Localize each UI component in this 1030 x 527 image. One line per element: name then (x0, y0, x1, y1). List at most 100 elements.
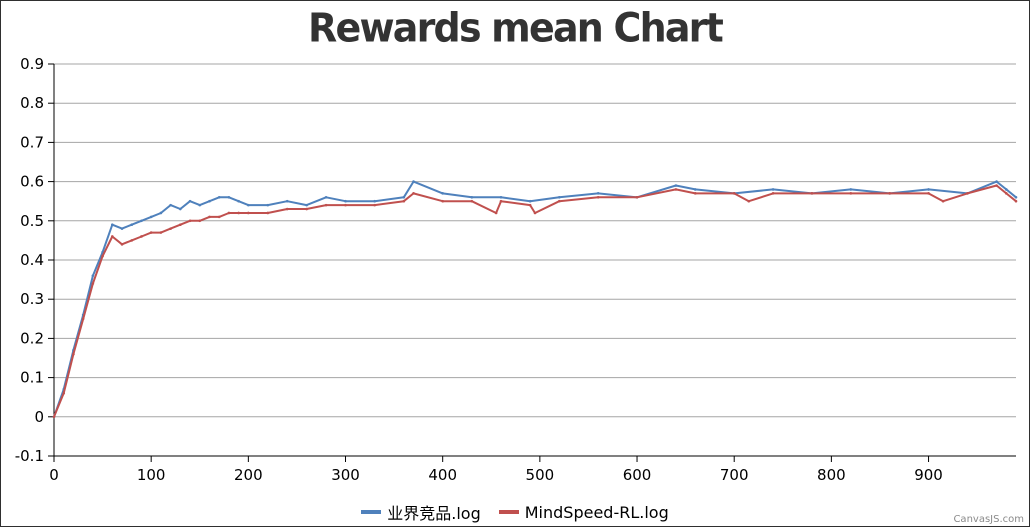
y-tick-label: 0.7 (20, 133, 44, 151)
series-2-point (52, 415, 56, 419)
y-tick-label: 0.8 (20, 94, 44, 112)
series-2-point (966, 192, 969, 195)
series-2-point (247, 211, 250, 215)
series-2-point (159, 231, 163, 234)
chart-title: Rewards mean Chart (308, 4, 724, 52)
y-tick-label: 0.5 (20, 212, 44, 230)
series-2-point (499, 199, 503, 203)
x-tick-label: 500 (526, 466, 555, 484)
series-1-point (771, 188, 775, 191)
series-1-point (111, 223, 114, 227)
x-axis-ticks: 0 100 200 300 400 500 600 700 800 900 (49, 456, 943, 484)
y-tick-label: 0.9 (20, 55, 44, 73)
y-tick-label: 0.6 (20, 173, 44, 191)
series-1-point (130, 223, 134, 227)
x-tick-label: 100 (137, 466, 166, 484)
series-2-point (810, 192, 814, 195)
series-line-1 (53, 180, 1017, 418)
series-1-point (1014, 195, 1018, 199)
series-1-point (849, 188, 853, 191)
x-tick-label: 0 (49, 466, 59, 484)
series-1-point (499, 195, 503, 199)
series-2-point (120, 243, 124, 246)
series-2-point (140, 235, 143, 238)
series-2-point (324, 203, 328, 207)
x-tick-label: 700 (720, 466, 749, 484)
chart-legend: 业界竞品.log MindSpeed-RL.log (0, 500, 1030, 524)
y-tick-label: 0.4 (20, 251, 44, 269)
series-2-point (72, 352, 75, 356)
legend-item-series-1[interactable]: 业界竞品.log (361, 500, 481, 524)
series-2-point (441, 199, 444, 203)
series-2-point (635, 195, 639, 199)
chart-gridlines (54, 63, 1016, 457)
series-2-point (494, 211, 498, 215)
chart-credit[interactable]: CanvasJS.com (953, 514, 1024, 525)
legend-label-series-2: MindSpeed-RL.log (524, 502, 669, 522)
series-2-point (470, 199, 474, 203)
y-tick-label: -0.1 (15, 447, 44, 465)
chart-axes (53, 64, 1016, 457)
series-1-point (557, 195, 561, 199)
series-1-point (995, 180, 998, 183)
series-2-point (849, 192, 853, 195)
series-2-point (169, 227, 172, 230)
series-2-point (149, 231, 153, 234)
series-2-point (528, 203, 532, 207)
series-1-point (198, 203, 202, 207)
series-1-point (120, 227, 124, 230)
series-2-point (596, 195, 600, 199)
series-2-point (81, 317, 85, 321)
series-1-point (247, 203, 250, 207)
series-1-point (674, 184, 678, 187)
series-1-point (179, 207, 182, 211)
legend-item-series-2[interactable]: MindSpeed-RL.log (498, 502, 669, 522)
legend-swatch-series-1 (361, 510, 382, 514)
series-2-point (402, 199, 406, 203)
series-1-point (441, 192, 444, 195)
series-1-point (927, 188, 930, 191)
x-tick-label: 200 (234, 466, 263, 484)
series-2-point (927, 192, 930, 195)
series-2-point (732, 192, 736, 195)
series-2-point (1014, 199, 1018, 203)
series-1-point (324, 195, 328, 199)
y-tick-label: 0.2 (20, 329, 44, 347)
series-1-point (217, 195, 221, 199)
x-tick-label: 300 (331, 466, 360, 484)
series-2-point (941, 199, 945, 203)
series-1-point (694, 188, 697, 191)
x-tick-label: 400 (428, 466, 457, 484)
series-2-point (179, 223, 182, 227)
series-2-point (188, 219, 192, 223)
series-2-point (285, 207, 289, 211)
series-1-point (159, 211, 163, 215)
series-1-point (188, 199, 192, 203)
series-1-point (149, 215, 153, 219)
y-tick-label: 0.3 (20, 290, 44, 308)
series-1-point (528, 199, 532, 203)
series-1-point (91, 274, 95, 277)
series-1-point (266, 203, 270, 207)
series-2-point (305, 207, 308, 211)
series-1-point (285, 199, 289, 203)
y-axis-ticks: -0.1 0 0.1 0.2 0.3 0.4 0.5 0.6 0.7 0.8 0.9 (15, 55, 54, 465)
series-1-point (227, 195, 231, 199)
series-1-point (237, 199, 240, 203)
series-1-point (140, 219, 143, 223)
series-2-point (198, 219, 202, 223)
series-2-point (771, 192, 775, 195)
series-2-point (217, 215, 221, 219)
series-2-point (227, 211, 231, 215)
series-2-point (111, 235, 114, 238)
series-1-point (412, 180, 415, 183)
x-tick-label: 800 (817, 466, 846, 484)
series-1-point (1004, 188, 1008, 191)
series-2-point (266, 211, 270, 215)
series-1-point (208, 199, 211, 203)
series-2-point (674, 188, 678, 191)
series-2-point (130, 239, 134, 242)
series-1-point (373, 199, 376, 203)
chart-series-lines (52, 180, 1018, 419)
